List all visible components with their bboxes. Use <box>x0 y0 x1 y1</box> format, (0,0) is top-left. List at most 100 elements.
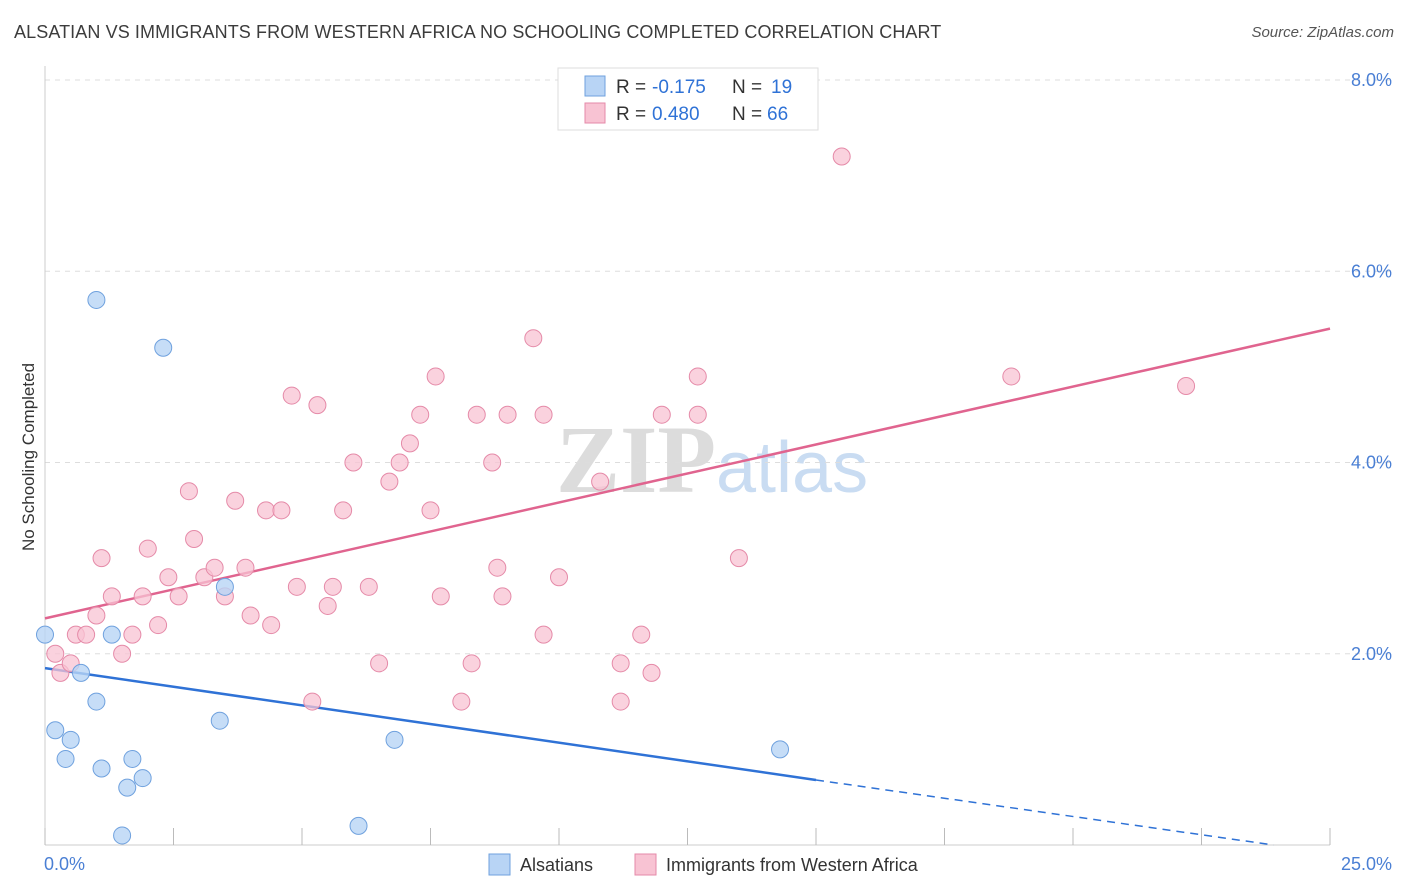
point-immigrants-26 <box>282 386 301 405</box>
point-immigrants-62 <box>729 549 748 568</box>
point-immigrants-48 <box>493 587 512 606</box>
trend-line-alsatians-extension <box>815 779 1274 846</box>
point-alsatians-0 <box>36 625 54 644</box>
point-immigrants-22 <box>241 606 260 625</box>
y-tick-label-3: 8.0% <box>1351 70 1392 90</box>
correlation-legend: R = -0.175 N = 19 R = 0.480 N = 66 <box>557 67 819 131</box>
watermark-zip: ZIP <box>556 406 716 513</box>
point-immigrants-18 <box>205 558 224 577</box>
point-immigrants-46 <box>483 453 502 472</box>
point-immigrants-6 <box>92 549 111 568</box>
point-immigrants-20 <box>226 491 245 510</box>
point-alsatians-6 <box>61 730 80 749</box>
point-immigrants-61 <box>688 367 707 386</box>
point-immigrants-54 <box>591 472 610 491</box>
point-immigrants-45 <box>467 405 486 424</box>
point-alsatians-4 <box>87 692 106 711</box>
legend-r-label-alsatians: R = <box>616 77 646 98</box>
point-alsatians-15 <box>210 711 229 730</box>
point-immigrants-56 <box>611 692 630 711</box>
point-immigrants-7 <box>102 587 121 606</box>
point-immigrants-29 <box>308 396 327 415</box>
legend-bottom-label-immigrants: Immigrants from Western Africa <box>666 855 919 875</box>
point-immigrants-30 <box>318 596 337 615</box>
chart-title: ALSATIAN VS IMMIGRANTS FROM WESTERN AFRI… <box>14 22 942 42</box>
point-immigrants-64 <box>1002 367 1021 386</box>
legend-bottom-swatch-immigrants <box>634 853 657 876</box>
point-immigrants-11 <box>138 539 157 558</box>
point-immigrants-36 <box>380 472 399 491</box>
point-immigrants-12 <box>149 616 168 635</box>
point-immigrants-53 <box>550 568 568 587</box>
trend-line-alsatians <box>44 666 817 782</box>
x-tick-label-max: 25.0% <box>1341 854 1392 874</box>
point-immigrants-60 <box>688 405 707 424</box>
point-immigrants-8 <box>113 644 132 663</box>
point-immigrants-40 <box>421 501 440 520</box>
point-immigrants-58 <box>642 663 661 682</box>
point-alsatians-18 <box>771 740 790 759</box>
legend-r-value-immigrants: 0.480 <box>652 104 700 125</box>
legend-n-label-immigrants: N = <box>732 104 762 125</box>
point-alsatians-7 <box>56 749 75 768</box>
trend-lines <box>44 327 1331 846</box>
point-immigrants-31 <box>323 577 342 596</box>
point-immigrants-39 <box>411 405 430 424</box>
point-immigrants-9 <box>123 625 142 644</box>
point-immigrants-28 <box>303 692 322 711</box>
legend-n-value-immigrants: 66 <box>767 104 788 125</box>
point-immigrants-32 <box>334 501 353 520</box>
y-tick-labels: 2.0% 4.0% 6.0% 8.0% <box>1351 70 1392 664</box>
point-immigrants-10 <box>133 587 152 606</box>
legend-bottom-label-alsatians: Alsatians <box>520 855 593 875</box>
point-immigrants-33 <box>344 453 363 472</box>
point-immigrants-25 <box>272 501 291 520</box>
point-immigrants-49 <box>498 405 517 424</box>
point-alsatians-1 <box>71 663 90 682</box>
point-immigrants-37 <box>390 453 409 472</box>
point-alsatians-5 <box>46 721 65 740</box>
point-immigrants-5 <box>87 606 106 625</box>
point-alsatians-14 <box>215 577 234 596</box>
y-tick-label-0: 2.0% <box>1351 644 1392 664</box>
legend-swatch-alsatians <box>584 75 606 97</box>
point-immigrants-34 <box>359 577 378 596</box>
point-immigrants-42 <box>431 587 450 606</box>
point-immigrants-0 <box>46 644 65 663</box>
point-alsatians-8 <box>92 759 111 778</box>
point-immigrants-35 <box>370 654 389 673</box>
y-axis-label: No Schooling Completed <box>19 363 38 551</box>
point-immigrants-14 <box>169 587 188 606</box>
point-immigrants-51 <box>534 405 553 424</box>
point-immigrants-63 <box>832 147 851 166</box>
legend-bottom-swatch-alsatians <box>488 853 511 876</box>
point-alsatians-2 <box>87 290 106 309</box>
y-tick-label-2: 6.0% <box>1351 261 1392 281</box>
point-immigrants-47 <box>488 558 507 577</box>
point-immigrants-44 <box>462 654 481 673</box>
point-immigrants-59 <box>652 405 671 424</box>
legend-r-label-immigrants: R = <box>616 104 646 125</box>
point-immigrants-16 <box>185 530 204 548</box>
point-immigrants-43 <box>452 692 471 711</box>
point-alsatians-10 <box>133 769 152 788</box>
point-alsatians-3 <box>102 625 121 644</box>
point-alsatians-17 <box>385 730 404 749</box>
legend-n-value-alsatians: 19 <box>771 77 792 98</box>
scatter-points <box>36 147 1196 845</box>
point-immigrants-41 <box>426 367 445 386</box>
point-immigrants-23 <box>257 501 276 520</box>
axes <box>44 66 1331 846</box>
legend-n-label-alsatians: N = <box>732 77 762 98</box>
point-alsatians-12 <box>113 826 132 845</box>
point-immigrants-52 <box>534 625 553 644</box>
series-legend: Alsatians Immigrants from Western Africa <box>488 853 919 876</box>
point-immigrants-65 <box>1177 377 1196 395</box>
point-alsatians-13 <box>154 338 173 357</box>
point-immigrants-24 <box>262 616 281 635</box>
watermark-atlas: atlas <box>716 428 868 508</box>
y-tick-label-1: 4.0% <box>1351 453 1392 473</box>
legend-r-value-alsatians: -0.175 <box>652 77 706 98</box>
source-label: Source: ZipAtlas.com <box>1251 24 1394 41</box>
